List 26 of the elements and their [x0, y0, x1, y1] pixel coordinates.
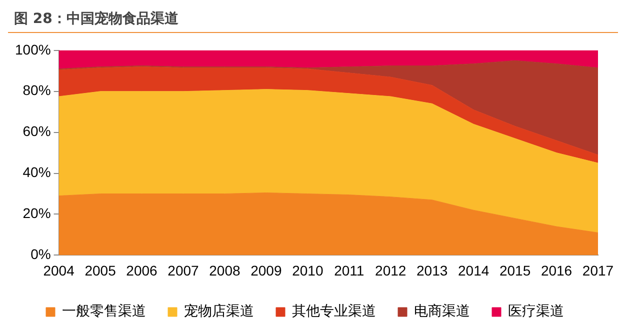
x-tick-label: 2013 [416, 262, 448, 278]
x-tick-label: 2008 [209, 262, 240, 278]
legend-label: 一般零售渠道 [62, 304, 146, 320]
x-tick-label: 2015 [499, 262, 531, 278]
legend-label: 医疗渠道 [508, 304, 564, 320]
y-tick-label: 0% [30, 246, 51, 262]
legend-label: 电商渠道 [414, 304, 470, 320]
legend-label: 其他专业渠道 [292, 304, 376, 320]
chart-title: 图 28：中国宠物食品渠道 [8, 8, 618, 33]
x-tick-label: 2011 [334, 262, 364, 278]
x-tick-label: 2017 [582, 262, 614, 278]
x-tick-label: 2007 [168, 262, 200, 278]
x-tick-label: 2014 [458, 262, 490, 278]
x-tick-label: 2005 [84, 262, 116, 278]
y-tick-label: 40% [22, 164, 51, 180]
x-tick-label: 2009 [250, 262, 282, 278]
y-tick-label: 100% [14, 41, 51, 58]
y-tick-label: 80% [22, 82, 51, 98]
x-tick-label: 2004 [43, 262, 75, 278]
y-tick-label: 20% [22, 205, 51, 222]
x-tick-label: 2012 [375, 262, 406, 278]
x-tick-label: 2016 [540, 262, 572, 278]
x-tick-label: 2006 [126, 262, 158, 278]
x-tick-label: 2010 [292, 262, 324, 278]
legend-label: 宠物店渠道 [184, 304, 254, 320]
y-tick-label: 60% [22, 123, 51, 140]
